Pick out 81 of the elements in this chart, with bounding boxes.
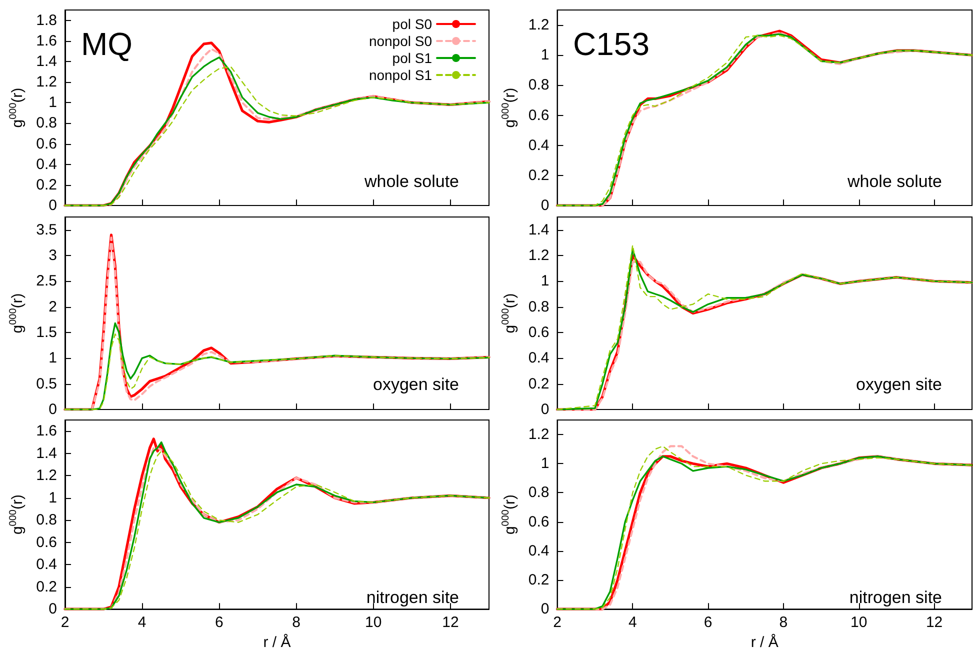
text: C153 — [573, 26, 650, 62]
y-tick-label: 1.2 — [528, 247, 550, 264]
x-tick-label: 10 — [365, 614, 382, 632]
legend-label: pol S1 — [392, 50, 432, 66]
annotation: whole solute — [846, 172, 942, 191]
x-tick-label: 8 — [292, 614, 300, 632]
x-tick-label: 10 — [850, 614, 868, 632]
y-tick-label: 0.2 — [36, 578, 57, 596]
annotation: whole solute — [363, 172, 460, 191]
text: MQ — [81, 26, 133, 62]
y-tick-label: 0 — [540, 600, 550, 618]
y-axis-title: g000(r) — [500, 293, 518, 334]
x-tick-label: 12 — [442, 614, 459, 632]
y-tick-label: 0.2 — [528, 572, 550, 589]
y-tick-label: 3 — [48, 247, 57, 264]
y-tick-label: 1 — [540, 272, 550, 290]
x-axis-title: r / Å — [263, 633, 291, 651]
x-tick-label: 6 — [704, 614, 712, 632]
y-tick-label: 0 — [540, 401, 550, 418]
y-tick-label: 1.8 — [36, 12, 57, 29]
y-tick-label: 3.5 — [36, 221, 57, 238]
x-tick-label: 4 — [628, 614, 637, 632]
y-tick-label: 0.4 — [36, 556, 57, 574]
y-tick-label: 1.6 — [36, 422, 57, 440]
annotation: oxygen site — [373, 375, 460, 394]
y-tick-label: 1 — [48, 350, 57, 367]
y-tick-label: 0 — [48, 197, 57, 214]
y-tick-label: 0.4 — [528, 542, 550, 560]
y-tick-label: 0.8 — [528, 298, 550, 316]
legend-label: nonpol S0 — [368, 33, 432, 49]
y-tick-label: 2.5 — [36, 272, 57, 290]
x-tick-label: 8 — [779, 614, 788, 632]
y-tick-label: 0.2 — [36, 176, 57, 194]
y-tick-label: 0.8 — [528, 76, 550, 94]
y-axis-title: g000(r) — [8, 293, 26, 334]
x-tick-label: 4 — [138, 614, 146, 632]
legend-label: nonpol S1 — [368, 67, 432, 83]
y-axis-title: g000(r) — [8, 88, 26, 128]
y-tick-label: 1.4 — [36, 444, 57, 462]
x-axis-title: r / Å — [750, 633, 778, 651]
y-tick-label: 2 — [48, 298, 57, 316]
y-tick-label: 0 — [48, 401, 57, 418]
y-tick-label: 1.6 — [36, 32, 57, 50]
y-tick-label: 1 — [48, 94, 57, 112]
annotation: oxygen site — [856, 375, 942, 394]
y-tick-label: 1.4 — [36, 52, 57, 70]
y-tick-label: 0.6 — [528, 106, 550, 124]
annotation: nitrogen site — [366, 588, 460, 607]
y-tick-label: 0.6 — [36, 534, 57, 551]
y-tick-label: 0.8 — [36, 512, 57, 529]
y-tick-label: 0.8 — [36, 114, 57, 132]
y-tick-label: 1.5 — [36, 324, 57, 341]
y-tick-label: 0 — [48, 600, 57, 618]
y-tick-label: 0.5 — [36, 375, 57, 392]
y-axis-title: g000(r) — [500, 494, 518, 535]
y-tick-label: 0.2 — [528, 375, 550, 392]
y-tick-label: 1.2 — [36, 74, 57, 91]
y-tick-label: 0.6 — [36, 135, 57, 152]
y-tick-label: 0.8 — [528, 484, 550, 502]
y-tick-label: 0.2 — [528, 166, 550, 184]
y-tick-label: 0 — [540, 197, 550, 214]
y-tick-label: 1 — [540, 46, 550, 64]
y-tick-label: 0.4 — [528, 136, 550, 154]
y-tick-label: 0.6 — [528, 513, 550, 530]
x-tick-label: 2 — [553, 614, 562, 632]
x-tick-label: 2 — [60, 614, 70, 632]
y-axis-title: g000(r) — [500, 88, 518, 128]
y-tick-label: 1 — [48, 489, 57, 506]
legend-label: pol S0 — [392, 16, 432, 32]
y-tick-label: 0.6 — [528, 324, 550, 341]
y-tick-label: 1.2 — [528, 16, 550, 34]
x-tick-label: 12 — [926, 614, 943, 632]
y-tick-label: 0.4 — [528, 350, 550, 367]
y-tick-label: 1 — [540, 455, 550, 472]
y-tick-label: 1.2 — [528, 426, 550, 444]
y-tick-label: 1.2 — [36, 467, 57, 484]
annotation: nitrogen site — [849, 588, 942, 607]
y-axis-title: g000(r) — [8, 494, 26, 535]
y-tick-label: 0.4 — [36, 156, 57, 173]
x-tick-label: 6 — [215, 614, 224, 632]
y-tick-label: 1.4 — [528, 221, 550, 238]
